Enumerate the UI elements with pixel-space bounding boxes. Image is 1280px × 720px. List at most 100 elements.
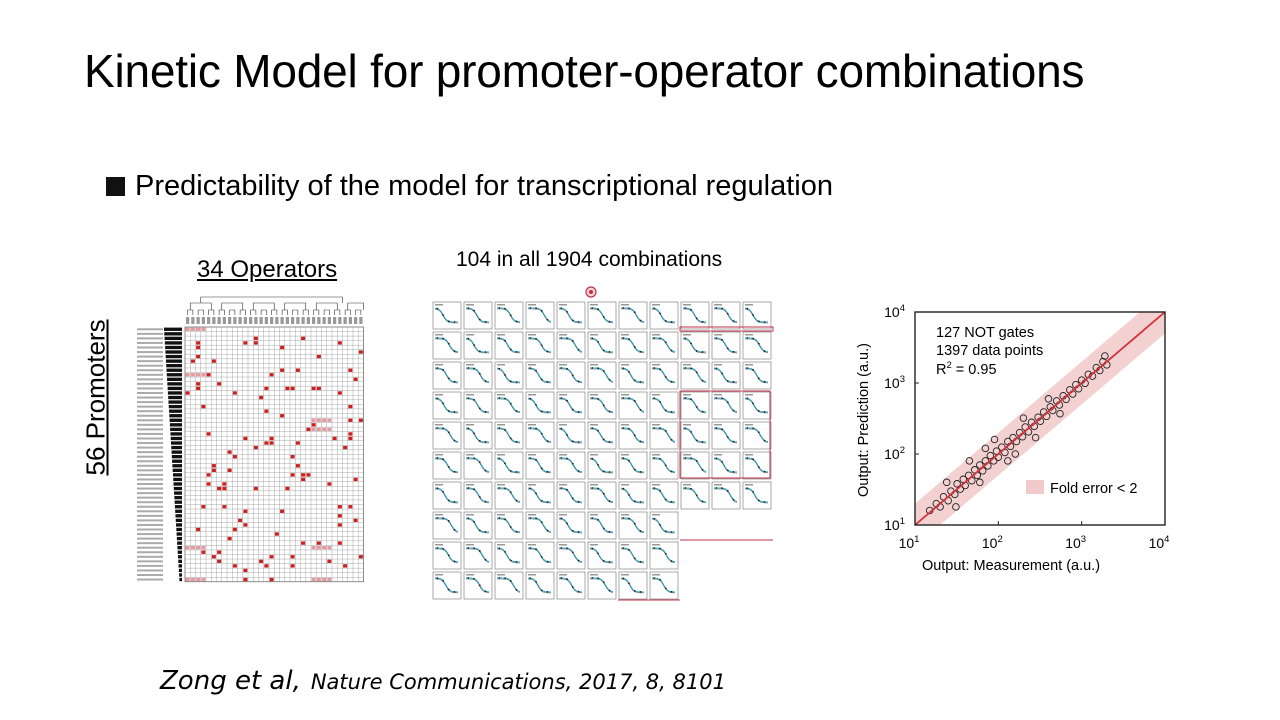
- curve-data-point: [628, 427, 630, 430]
- panel-label: [652, 544, 660, 546]
- operator-label-mark: [275, 317, 279, 324]
- curve-data-point: [540, 521, 543, 524]
- panel-label: [497, 364, 505, 366]
- curve-data-point: [763, 380, 766, 383]
- heatmap-cell: [348, 418, 353, 422]
- panel-frame: [432, 301, 462, 330]
- curve-data-point: [664, 464, 667, 467]
- x-tick-label: 104: [1149, 534, 1170, 551]
- response-curve-panel: [556, 541, 586, 570]
- heatmap-cell: [306, 473, 311, 477]
- panel-frame: [649, 541, 679, 570]
- promoter-strength-bar: [177, 546, 182, 550]
- heatmap-cell: [301, 473, 306, 477]
- model-curve: [652, 458, 676, 474]
- curve-data-point: [478, 496, 481, 498]
- curve-data-point: [622, 457, 625, 460]
- panel-frame: [587, 451, 617, 480]
- curve-data-point: [757, 410, 760, 412]
- heatmap-cell: [232, 527, 237, 532]
- panel-frame: [494, 571, 524, 600]
- operator-label-mark: [306, 317, 310, 324]
- curve-data-point: [653, 577, 656, 580]
- curve-data-point: [540, 432, 543, 435]
- model-curve: [434, 309, 458, 324]
- promoter-label-mark: [137, 414, 163, 417]
- operator-labels: [186, 317, 363, 324]
- response-curve-panel: [711, 331, 741, 360]
- curve-data-point: [732, 320, 735, 322]
- heatmap-cell: [201, 404, 206, 409]
- curve-data-point: [726, 490, 729, 492]
- model-curve: [620, 489, 644, 504]
- curve-data-point: [484, 351, 487, 353]
- dendrogram-branch: [189, 302, 212, 310]
- heatmap-cell: [243, 523, 248, 527]
- response-curve-panel: [587, 571, 617, 600]
- heatmap-cell: [353, 477, 358, 482]
- heatmap-cell: [222, 482, 227, 486]
- curve-data-point: [715, 487, 718, 489]
- curve-data-point: [478, 407, 481, 410]
- curve-data-point: [695, 406, 698, 408]
- plot-frame: [914, 311, 1166, 526]
- panel-frame: [432, 421, 462, 450]
- curve-data-point: [571, 586, 574, 588]
- panel-label: [683, 334, 691, 336]
- response-curve-panel: [711, 361, 741, 390]
- curve-data-point: [529, 337, 532, 339]
- curve-data-point: [752, 490, 754, 493]
- data-point: [990, 435, 999, 444]
- panel-label: [466, 394, 474, 396]
- heatmap-cell: [206, 432, 211, 436]
- panel-frame: [525, 481, 555, 510]
- panel-label: [497, 514, 505, 516]
- curve-data-point: [639, 440, 642, 443]
- heatmap-cell: [243, 341, 248, 345]
- data-point: [1056, 409, 1064, 418]
- identity-line: [914, 311, 1166, 526]
- curve-data-point: [473, 398, 475, 401]
- curve-data-point: [453, 411, 456, 413]
- fold-error-legend-swatch: [1026, 480, 1044, 494]
- curve-data-point: [571, 319, 574, 322]
- response-curve-panel: [680, 361, 710, 390]
- curve-data-point: [602, 316, 605, 318]
- curve-data-point: [639, 350, 642, 353]
- panel-label: [466, 484, 474, 486]
- curve-data-point: [591, 457, 594, 460]
- panel-label: [466, 304, 474, 306]
- curve-data-point: [473, 309, 475, 312]
- operator-label-mark: [285, 317, 289, 324]
- promoter-strength-bar: [178, 555, 182, 559]
- heatmap-cell: [185, 391, 190, 395]
- curve-data-point: [453, 560, 456, 563]
- promoter-label-mark: [137, 432, 163, 435]
- panel-label: [435, 514, 443, 516]
- model-curve: [651, 578, 676, 594]
- promoter-strength-bar: [179, 577, 182, 582]
- model-curve: [713, 428, 738, 444]
- response-curve-panel: [494, 301, 524, 330]
- heatmap-cell: [201, 327, 206, 331]
- curve-data-point: [633, 400, 636, 402]
- heatmap-cell: [269, 373, 274, 377]
- heatmap-cell: [311, 423, 316, 427]
- dendrogram-branch: [187, 309, 194, 315]
- curve-data-point: [659, 457, 661, 460]
- response-curve-panel: [618, 481, 648, 510]
- model-curve: [527, 399, 551, 414]
- panel-label: [590, 394, 598, 396]
- promoter-strength-bar: [171, 450, 182, 454]
- response-curve-panel: [742, 451, 772, 480]
- curve-data-point: [504, 307, 506, 310]
- curve-data-point: [639, 530, 642, 532]
- curve-data-point: [726, 469, 729, 472]
- curve-data-point: [535, 307, 537, 310]
- panel-frame: [649, 331, 679, 360]
- response-curve-panel: [525, 331, 555, 360]
- curve-data-point: [509, 470, 512, 472]
- curve-data-point: [571, 374, 574, 377]
- curve-data-point: [622, 487, 625, 490]
- curve-data-point: [715, 457, 718, 460]
